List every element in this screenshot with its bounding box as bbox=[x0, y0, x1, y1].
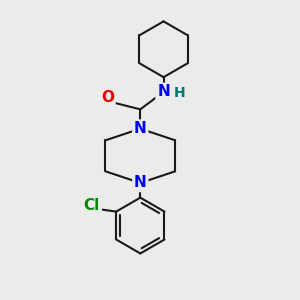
Text: N: N bbox=[157, 84, 170, 99]
Text: H: H bbox=[174, 86, 186, 100]
Text: N: N bbox=[134, 176, 147, 190]
Text: O: O bbox=[101, 90, 114, 105]
Text: Cl: Cl bbox=[84, 198, 100, 213]
Text: N: N bbox=[134, 121, 147, 136]
